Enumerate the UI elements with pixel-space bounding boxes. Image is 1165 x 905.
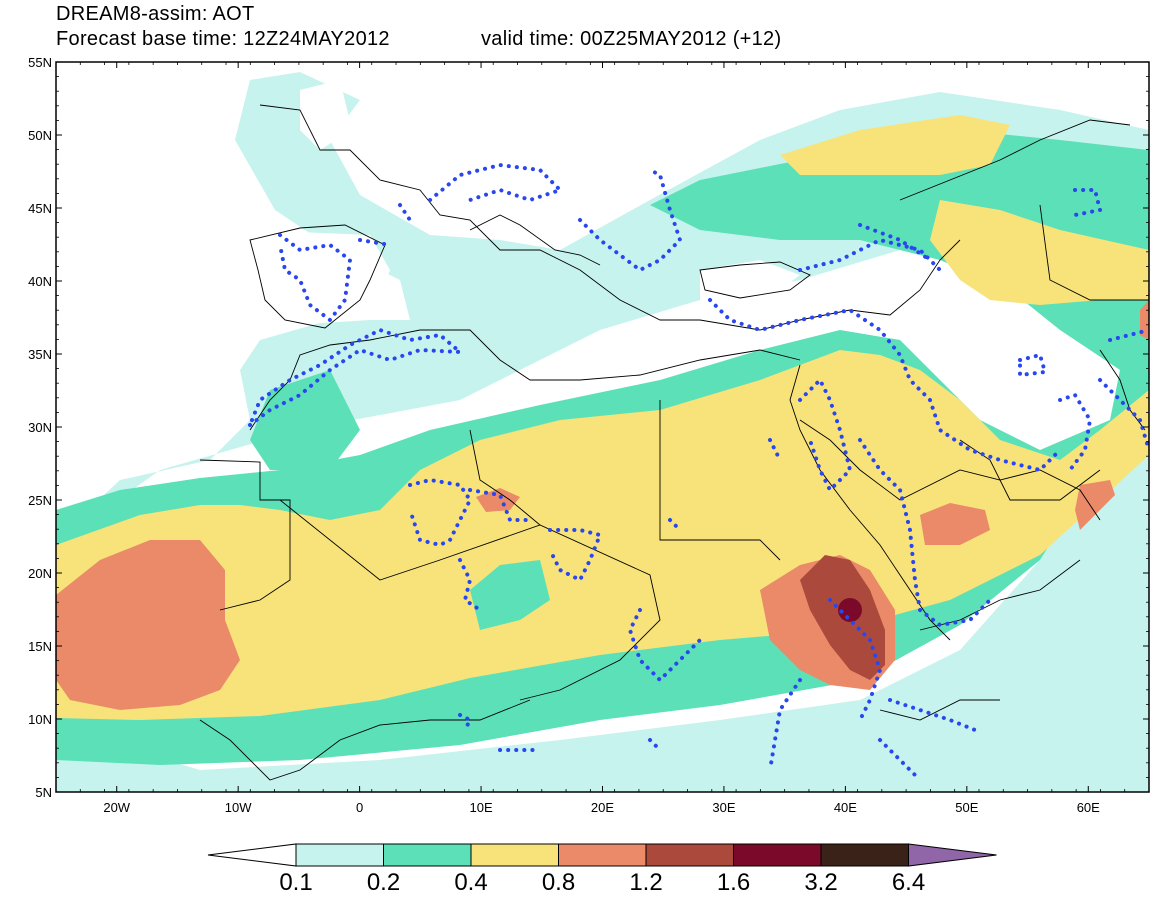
axis-ticks xyxy=(55,61,1150,793)
lon-label: 40E xyxy=(834,800,857,815)
colorbar-over-arrow xyxy=(908,843,997,867)
colorbar-segment xyxy=(558,843,647,867)
lon-label: 50E xyxy=(955,800,978,815)
lat-label: 50N xyxy=(28,128,52,143)
lat-label: 20N xyxy=(28,566,52,581)
lat-label: 30N xyxy=(28,420,52,435)
lon-label: 0 xyxy=(356,800,363,815)
colorbar-label: 0.2 xyxy=(367,869,400,896)
lat-label: 40N xyxy=(28,274,52,289)
lat-label: 45N xyxy=(28,201,52,216)
aot-band-0.1 xyxy=(56,72,1149,792)
colorbar-label: 1.6 xyxy=(717,869,750,896)
colorbar-segment xyxy=(733,843,822,867)
lat-label: 35N xyxy=(28,347,52,362)
colorbar-label: 0.4 xyxy=(454,869,487,896)
lon-label: 10E xyxy=(469,800,492,815)
latitude-labels: 55N 50N 45N 40N 35N 30N 25N 20N 15N 10N 5N xyxy=(28,55,52,800)
chart-subtitle-valid-time: valid time: 00Z25MAY2012 (+12) xyxy=(481,28,782,50)
colorbar-segment xyxy=(470,843,559,867)
lat-label: 55N xyxy=(28,55,52,70)
lat-label: 25N xyxy=(28,493,52,508)
colorbar-segment xyxy=(820,843,909,867)
colorbar-segment xyxy=(383,843,472,867)
colorbar-under-arrow xyxy=(207,843,297,867)
lon-label: 20W xyxy=(103,800,130,815)
coastlines-borders xyxy=(199,104,1149,781)
colorbar: 0.1 0.2 0.4 0.8 1.2 1.6 3.2 6.4 xyxy=(207,843,997,896)
colorbar-label: 6.4 xyxy=(892,869,925,896)
aot-band-0.4 xyxy=(56,350,1149,720)
lon-label: 10W xyxy=(225,800,252,815)
colorbar-label: 1.2 xyxy=(629,869,662,896)
colorbar-segment xyxy=(295,843,384,867)
colorbar-label: 0.8 xyxy=(542,869,575,896)
colorbar-label: 3.2 xyxy=(804,869,837,896)
lat-label: 15N xyxy=(28,639,52,654)
colorbar-label: 0.1 xyxy=(279,869,312,896)
observation-contours xyxy=(248,162,1149,782)
chart-title: DREAM8-assim: AOT xyxy=(56,3,255,25)
aot-field xyxy=(56,62,1149,792)
lon-label: 30E xyxy=(712,800,735,815)
lon-label: 20E xyxy=(591,800,614,815)
aot-band-1.6 xyxy=(838,598,862,622)
aot-band-0.8 xyxy=(56,540,240,710)
lat-label: 10N xyxy=(28,712,52,727)
lon-label: 60E xyxy=(1077,800,1100,815)
lat-label: 5N xyxy=(35,785,52,800)
colorbar-segment xyxy=(645,843,734,867)
chart-subtitle-base-time: Forecast base time: 12Z24MAY2012 xyxy=(56,28,390,50)
longitude-labels: 20W 10W 0 10E 20E 30E 40E 50E 60E xyxy=(103,800,1100,815)
